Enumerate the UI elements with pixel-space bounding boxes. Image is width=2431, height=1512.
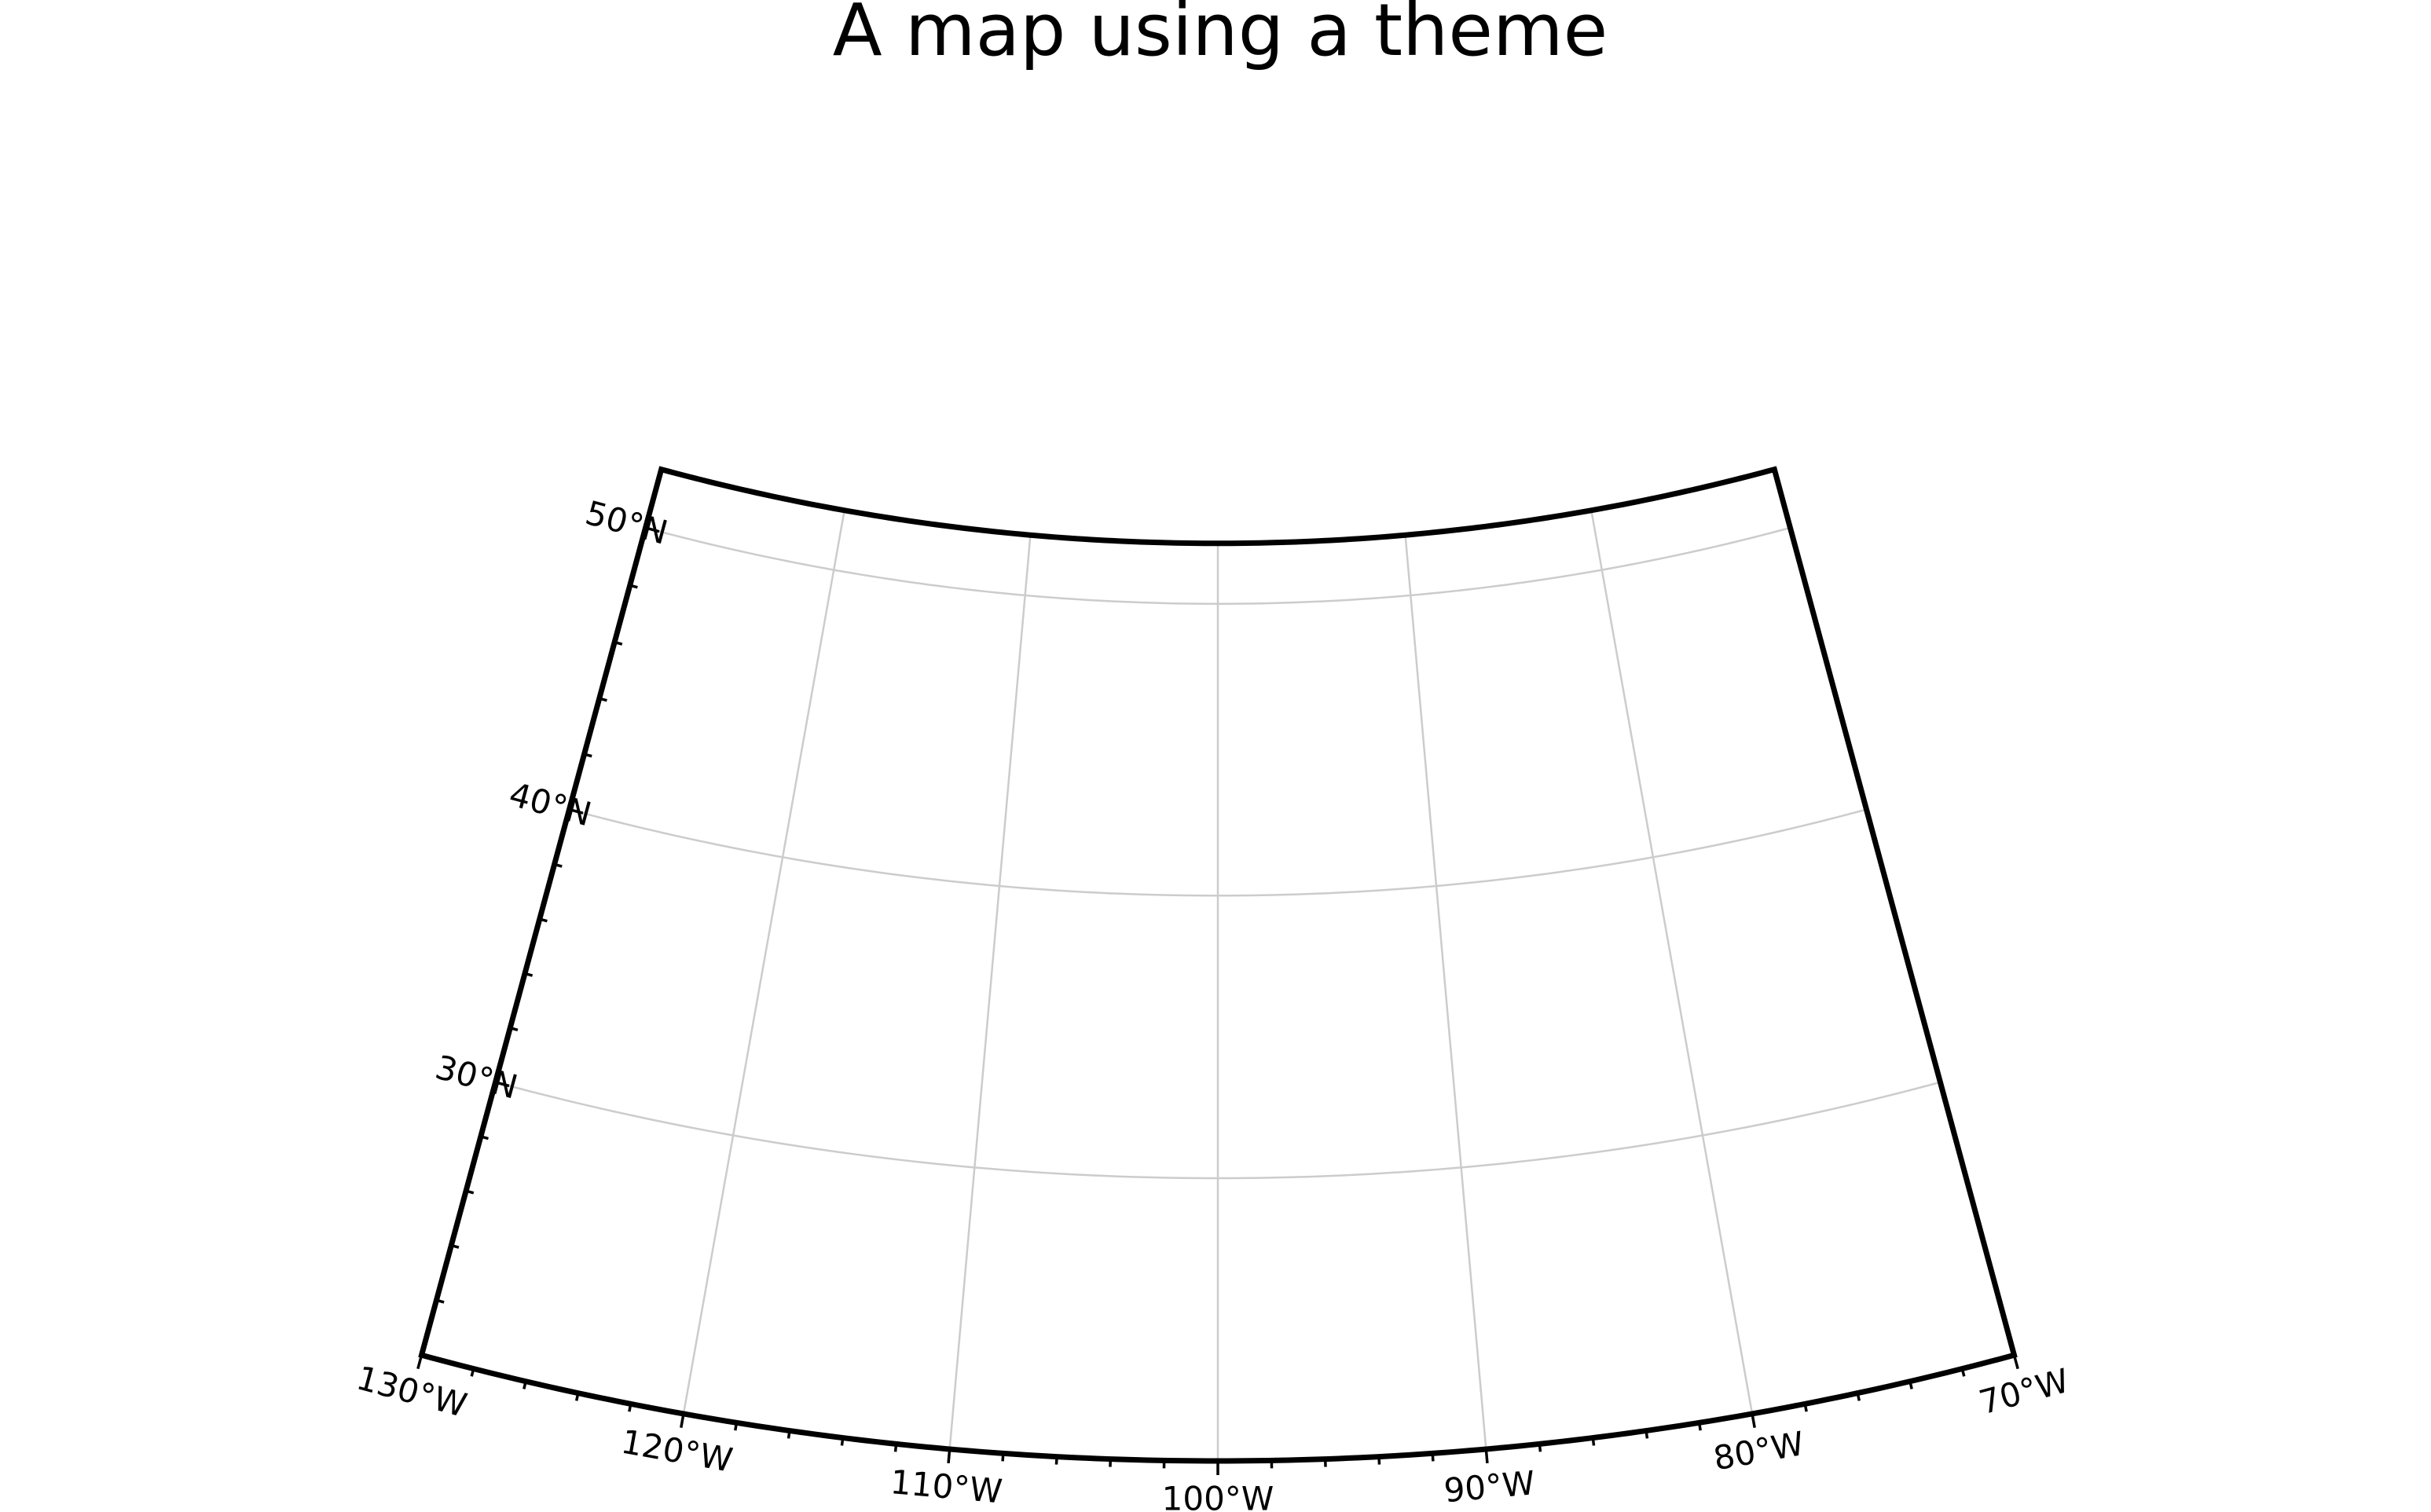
lon-tick-70 [2012, 1354, 2019, 1370]
lon-tick-90 [1484, 1448, 1489, 1464]
meridian-line-80 [1590, 510, 1754, 1415]
map-frame [418, 466, 2018, 1464]
lon-tick-88 [1538, 1444, 1542, 1452]
lon-tick-116 [786, 1430, 791, 1439]
lon-tick-126 [522, 1381, 527, 1389]
lat-tick-22 [436, 1298, 445, 1304]
meridian-line-110 [948, 535, 1032, 1450]
lon-tick-80 [1751, 1413, 1756, 1428]
lat-tick-30 [495, 1081, 510, 1088]
lat-label-50: 50°N [581, 493, 672, 552]
lon-tick-72 [1960, 1368, 1966, 1377]
lat-tick-26 [465, 1189, 475, 1195]
lon-tick-92 [1431, 1453, 1435, 1462]
lon-tick-118 [734, 1422, 739, 1431]
graticule [495, 510, 1941, 1461]
lat-tick-42 [584, 752, 592, 758]
lon-tick-106 [1054, 1456, 1058, 1465]
lon-tick-84 [1644, 1430, 1649, 1439]
lon-tick-78 [1803, 1404, 1808, 1412]
lat-label-40: 40°N [505, 775, 596, 834]
lat-tick-28 [480, 1135, 489, 1140]
lon-label-80: 80°W [1710, 1424, 1807, 1478]
meridian-line-90 [1404, 535, 1487, 1450]
lon-tick-124 [574, 1393, 580, 1401]
lon-tick-76 [1856, 1393, 1861, 1401]
map-title: A map using a theme [833, 0, 1608, 72]
lon-tick-130 [416, 1354, 424, 1370]
frame-ticks [416, 467, 2019, 1475]
lon-label-130: 130°W [353, 1358, 471, 1425]
lon-tick-122 [628, 1404, 632, 1412]
lat-tick-24 [450, 1243, 460, 1249]
meridian-line-120 [682, 510, 845, 1415]
lat-tick-50 [645, 526, 660, 533]
lon-tick-110 [947, 1448, 952, 1464]
lon-tick-94 [1377, 1456, 1381, 1465]
lon-label-70: 70°W [1975, 1361, 2074, 1422]
lat-label-30: 30°N [431, 1048, 522, 1107]
lat-tick-48 [629, 584, 638, 589]
lat-tick-52 [661, 467, 669, 473]
lon-label-120: 120°W [618, 1422, 735, 1480]
lat-tick-36 [539, 917, 548, 923]
lat-tick-34 [524, 972, 534, 977]
lon-tick-74 [1908, 1381, 1913, 1389]
lat-tick-46 [614, 640, 623, 646]
lon-tick-128 [470, 1368, 475, 1377]
lon-label-90: 90°W [1443, 1463, 1537, 1510]
frame-border [418, 466, 2018, 1464]
lon-label-110: 110°W [889, 1463, 1003, 1510]
lon-tick-120 [680, 1413, 685, 1428]
lat-tick-38 [554, 862, 563, 868]
lat-tick-44 [599, 697, 607, 702]
lat-tick-40 [569, 807, 584, 815]
lon-label-100: 100°W [1162, 1480, 1274, 1512]
lon-tick-82 [1697, 1422, 1702, 1431]
lat-tick-32 [509, 1026, 519, 1031]
coordinate-labels: 130°W 120°W 110°W 100°W 90°W 80°W 70°W 30°N 40°N… [353, 493, 2074, 1512]
